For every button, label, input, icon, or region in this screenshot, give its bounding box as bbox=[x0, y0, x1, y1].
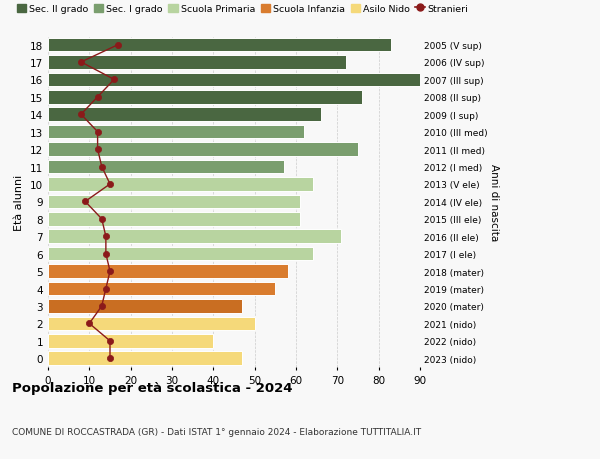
Bar bbox=[48, 282, 275, 296]
Y-axis label: Anni di nascita: Anni di nascita bbox=[489, 163, 499, 241]
Legend: Sec. II grado, Sec. I grado, Scuola Primaria, Scuola Infanzia, Asilo Nido, Stran: Sec. II grado, Sec. I grado, Scuola Prim… bbox=[17, 5, 469, 14]
Bar bbox=[48, 143, 358, 157]
Bar bbox=[48, 213, 300, 226]
Bar bbox=[48, 334, 214, 348]
Bar bbox=[48, 91, 362, 104]
Text: Popolazione per età scolastica - 2024: Popolazione per età scolastica - 2024 bbox=[12, 381, 293, 394]
Bar bbox=[48, 352, 242, 365]
Bar bbox=[48, 247, 313, 261]
Bar bbox=[48, 178, 313, 191]
Bar bbox=[48, 39, 391, 52]
Bar bbox=[48, 56, 346, 70]
Bar bbox=[48, 265, 288, 278]
Bar bbox=[48, 160, 284, 174]
Bar bbox=[48, 108, 321, 122]
Bar bbox=[48, 126, 304, 139]
Text: COMUNE DI ROCCASTRADA (GR) - Dati ISTAT 1° gennaio 2024 - Elaborazione TUTTITALI: COMUNE DI ROCCASTRADA (GR) - Dati ISTAT … bbox=[12, 427, 421, 436]
Bar bbox=[48, 300, 242, 313]
Bar bbox=[48, 230, 341, 244]
Bar bbox=[48, 195, 300, 209]
Y-axis label: Età alunni: Età alunni bbox=[14, 174, 25, 230]
Bar bbox=[48, 317, 254, 330]
Bar bbox=[48, 73, 420, 87]
